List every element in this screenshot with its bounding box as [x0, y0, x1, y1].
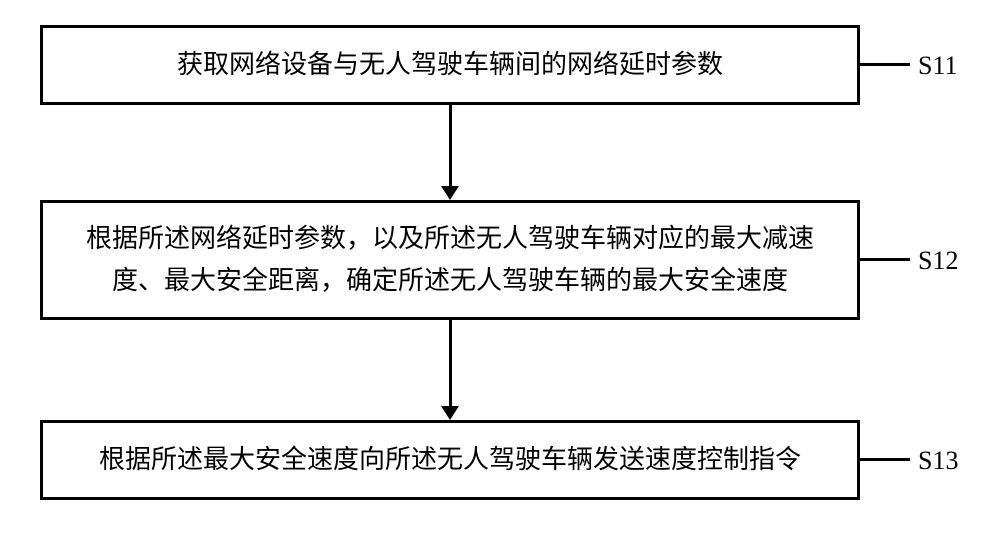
node-text: 根据所述最大安全速度向所述无人驾驶车辆发送速度控制指令 [99, 439, 801, 481]
flowchart-node-step1: 获取网络设备与无人驾驶车辆间的网络延时参数 [40, 25, 860, 105]
arrow-line [449, 320, 452, 406]
node-text: 根据所述网络延时参数，以及所述无人驾驶车辆对应的最大减速度、最大安全距离，确定所… [73, 218, 827, 301]
flowchart-node-step3: 根据所述最大安全速度向所述无人驾驶车辆发送速度控制指令 [40, 420, 860, 500]
label-connector [860, 458, 910, 461]
node-label: S13 [918, 446, 958, 476]
flowchart-node-step2: 根据所述网络延时参数，以及所述无人驾驶车辆对应的最大减速度、最大安全距离，确定所… [40, 200, 860, 320]
arrow-head-icon [441, 406, 459, 420]
label-connector [860, 63, 910, 66]
label-connector [860, 258, 910, 261]
arrow-line [449, 105, 452, 186]
arrow-head-icon [441, 186, 459, 200]
node-label: S12 [918, 246, 958, 276]
node-text: 获取网络设备与无人驾驶车辆间的网络延时参数 [177, 44, 723, 86]
node-label: S11 [918, 51, 958, 81]
